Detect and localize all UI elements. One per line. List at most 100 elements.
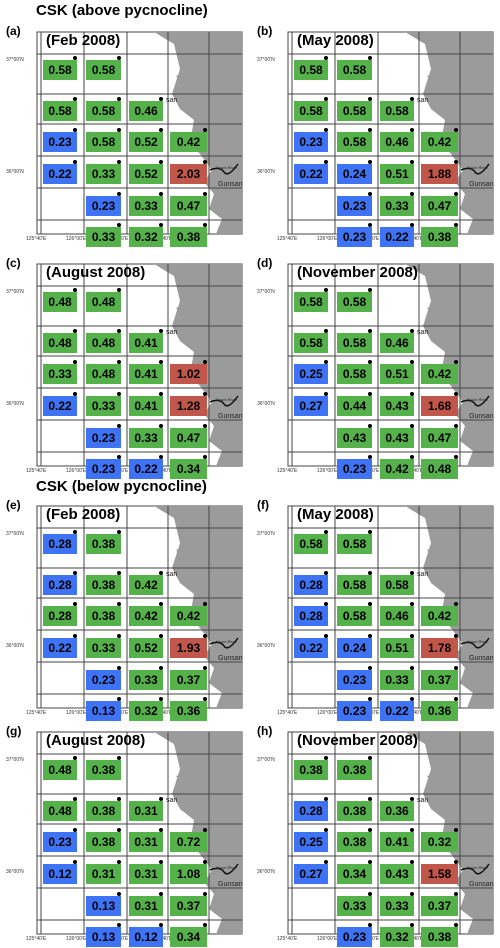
island	[427, 72, 445, 87]
station-value-cell: 0.58	[337, 132, 372, 152]
station-value-cell: 0.28	[294, 575, 328, 595]
station-value-cell: 0.22	[43, 164, 77, 184]
city-label: Gunsan	[469, 655, 494, 662]
city-label: Gunsan	[469, 181, 494, 188]
station-value-cell: 0.25	[294, 364, 328, 384]
station-dot	[324, 128, 328, 132]
station-value-cell: 1.68	[421, 396, 458, 416]
station-value-cell: 0.22	[294, 164, 328, 184]
station-dot	[368, 828, 372, 832]
station-value-cell: 0.38	[86, 534, 121, 554]
station-value-cell: 1.28	[170, 396, 207, 416]
station-dot	[117, 828, 121, 832]
longitude-label: 126°00'E	[317, 236, 338, 242]
station-value-cell: 0.42	[380, 459, 414, 479]
station-value-cell: 0.33	[129, 670, 163, 690]
place-label: san	[417, 97, 429, 104]
panel-title: (November 2008)	[297, 732, 418, 749]
station-dot	[454, 360, 458, 364]
station-value-cell: 0.48	[43, 760, 77, 780]
island	[427, 772, 445, 787]
station-dot	[203, 923, 207, 927]
station-value-cell: 0.32	[421, 832, 458, 852]
station-dot	[368, 329, 372, 333]
section-title-below: CSK (below pycnocline)	[36, 478, 207, 495]
station-dot	[117, 860, 121, 864]
station-dot	[117, 329, 121, 333]
station-value-cell: 0.46	[380, 333, 414, 353]
station-dot	[117, 97, 121, 101]
station-value-cell: 0.41	[129, 364, 163, 384]
station-dot	[203, 634, 207, 638]
station-dot	[324, 530, 328, 534]
station-value-cell: 0.58	[86, 60, 121, 80]
place-label: san	[166, 97, 178, 104]
place-label: san	[166, 571, 178, 578]
station-dot	[454, 223, 458, 227]
station-dot	[324, 797, 328, 801]
station-value-cell: 0.46	[380, 132, 414, 152]
station-value-cell: 0.38	[170, 227, 207, 247]
station-dot	[368, 666, 372, 670]
latitude-label: 36°00'N	[257, 643, 275, 649]
place-label: san	[417, 571, 429, 578]
city-label: Gunsan	[218, 181, 243, 188]
island	[427, 304, 445, 319]
station-dot	[203, 666, 207, 670]
station-dot	[324, 360, 328, 364]
station-value-cell: 0.37	[421, 896, 458, 916]
station-dot	[368, 455, 372, 459]
station-value-cell: 0.47	[421, 196, 458, 216]
station-dot	[117, 571, 121, 575]
island	[176, 772, 194, 787]
station-dot	[324, 756, 328, 760]
city-label: Gunsan	[218, 655, 243, 662]
station-value-cell: 0.52	[129, 164, 163, 184]
map-panel-c: (c) (August 2008) 37°00'N 36°00'N 125°40'E 12…	[4, 256, 244, 479]
island	[176, 546, 194, 561]
panel-title: (May 2008)	[297, 32, 374, 49]
station-dot	[324, 634, 328, 638]
latitude-label: 37°00'N	[6, 757, 24, 763]
place-label: san	[417, 329, 429, 336]
station-value-cell: 0.33	[43, 364, 77, 384]
station-value-cell: 0.42	[170, 132, 207, 152]
station-value-cell: 0.58	[337, 575, 372, 595]
station-dot	[368, 56, 372, 60]
station-dot	[410, 828, 414, 832]
station-value-cell: 0.23	[294, 132, 328, 152]
station-value-cell: 0.42	[421, 606, 458, 626]
station-value-cell: 0.58	[337, 333, 372, 353]
station-dot	[368, 697, 372, 701]
station-dot	[73, 288, 77, 292]
station-dot	[159, 424, 163, 428]
station-value-cell: 0.52	[129, 638, 163, 658]
station-dot	[117, 128, 121, 132]
station-dot	[73, 392, 77, 396]
station-value-cell: 0.32	[380, 927, 414, 947]
station-dot	[117, 530, 121, 534]
longitude-label: 126°00'E	[66, 710, 87, 716]
station-value-cell: 0.28	[43, 575, 77, 595]
station-value-cell: 0.42	[129, 575, 163, 595]
station-dot	[159, 128, 163, 132]
station-value-cell: 0.34	[170, 459, 207, 479]
river-label: Keum River	[216, 865, 237, 870]
station-value-cell: 0.31	[129, 801, 163, 821]
station-dot	[410, 634, 414, 638]
station-value-cell: 0.33	[86, 164, 121, 184]
station-dot	[73, 360, 77, 364]
station-dot	[117, 288, 121, 292]
station-dot	[454, 634, 458, 638]
station-value-cell: 0.12	[129, 927, 163, 947]
station-dot	[410, 797, 414, 801]
latitude-label: 37°00'N	[257, 531, 275, 537]
station-value-cell: 0.22	[129, 459, 163, 479]
river-label: Keum River	[467, 865, 488, 870]
station-value-cell: 0.33	[129, 196, 163, 216]
station-dot	[324, 288, 328, 292]
map-panel-b: (b) (May 2008) 37°00'N 36°00'N 125°40'E 126°0…	[255, 24, 495, 247]
station-value-cell: 0.37	[170, 670, 207, 690]
station-dot	[73, 860, 77, 864]
station-dot	[454, 128, 458, 132]
